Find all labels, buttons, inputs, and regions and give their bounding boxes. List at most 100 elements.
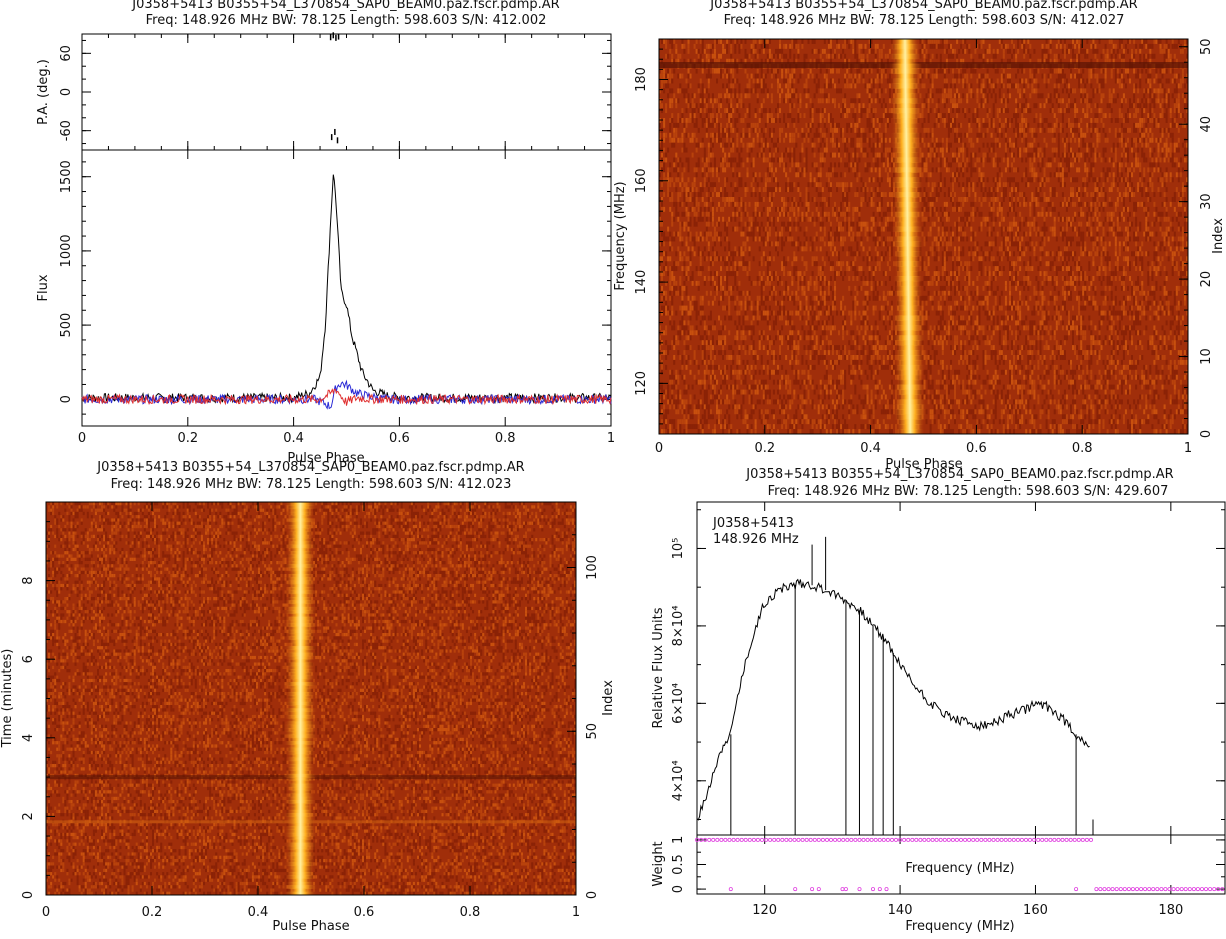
tr-noise-cell (663, 167, 665, 172)
tr-noise-cell (1064, 143, 1066, 148)
tr-noise-cell (956, 128, 958, 133)
tr-noise-cell (1027, 108, 1029, 113)
tr-noise-cell (671, 74, 673, 79)
tr-noise-cell (846, 212, 848, 217)
tr-noise-cell (1162, 49, 1164, 54)
tr-noise-cell (1072, 103, 1074, 108)
tr-noise-cell (722, 128, 724, 133)
tr-noise-cell (1058, 74, 1060, 79)
tr-noise-cell (818, 177, 820, 182)
tr-noise-cell (950, 197, 952, 202)
tr-noise-cell (789, 108, 791, 113)
tr-noise-cell (846, 83, 848, 88)
tr-noise-cell (1052, 202, 1054, 207)
tr-noise-cell (1033, 128, 1035, 133)
tr-noise-cell (1160, 222, 1162, 227)
tr-noise-cell (968, 182, 970, 187)
tr-noise-cell (962, 143, 964, 148)
tr-noise-cell (1058, 79, 1060, 84)
tr-noise-cell (1072, 227, 1074, 232)
tr-noise-cell (1096, 182, 1098, 187)
tr-noise-cell (856, 187, 858, 192)
tr-noise-cell (728, 153, 730, 158)
tr-noise-cell (732, 108, 734, 113)
tr-noise-cell (1147, 237, 1149, 242)
tr-noise-cell (944, 202, 946, 207)
tr-noise-cell (879, 182, 881, 187)
tr-noise-cell (1182, 69, 1184, 74)
tr-noise-cell (842, 192, 844, 197)
tr-noise-cell (799, 172, 801, 177)
tr-noise-cell (1064, 74, 1066, 79)
tr-noise-cell (806, 153, 808, 158)
tr-noise-cell (950, 93, 952, 98)
tr-noise-cell (828, 197, 830, 202)
tr-noise-cell (686, 187, 688, 192)
tr-noise-cell (1025, 182, 1027, 187)
tr-noise-cell (1094, 158, 1096, 163)
tr-noise-cell (791, 158, 793, 163)
tr-noise-cell (944, 162, 946, 167)
tr-noise-cell (714, 98, 716, 103)
tl-prof-x-tick-label: 1 (607, 431, 615, 446)
tr-noise-cell (846, 148, 848, 153)
tr-noise-cell (946, 148, 948, 153)
tr-noise-cell (860, 237, 862, 242)
tr-noise-cell (1054, 133, 1056, 138)
tr-noise-cell (1017, 167, 1019, 172)
tr-noise-cell (936, 138, 938, 143)
tr-noise-cell (1082, 98, 1084, 103)
tr-noise-cell (976, 113, 978, 118)
tr-noise-cell (712, 202, 714, 207)
tr-noise-cell (962, 202, 964, 207)
tr-noise-cell (952, 232, 954, 237)
tr-noise-cell (1042, 237, 1044, 242)
tr-noise-cell (767, 207, 769, 212)
tr-noise-cell (840, 113, 842, 118)
tr-noise-cell (734, 118, 736, 123)
tr-noise-cell (692, 98, 694, 103)
tr-noise-cell (767, 39, 769, 44)
tr-noise-cell (1084, 93, 1086, 98)
tr-noise-cell (952, 207, 954, 212)
tr-noise-cell (702, 49, 704, 54)
tr-noise-cell (873, 79, 875, 84)
tr-noise-cell (779, 54, 781, 59)
tr-noise-cell (1127, 167, 1129, 172)
tr-noise-cell (736, 128, 738, 133)
tr-noise-cell (708, 232, 710, 237)
tr-noise-cell (696, 143, 698, 148)
tr-noise-cell (828, 241, 830, 246)
tr-noise-cell (1099, 187, 1101, 192)
tr-noise-cell (1145, 237, 1147, 242)
tr-noise-cell (854, 237, 856, 242)
tr-noise-cell (869, 232, 871, 237)
tr-noise-cell (844, 197, 846, 202)
tr-noise-cell (938, 237, 940, 242)
tr-noise-cell (1135, 232, 1137, 237)
tr-noise-cell (934, 69, 936, 74)
tr-noise-cell (1123, 118, 1125, 123)
tr-noise-cell (936, 54, 938, 59)
tr-noise-cell (1135, 113, 1137, 118)
tr-noise-cell (1125, 118, 1127, 123)
tr-noise-cell (1080, 232, 1082, 237)
tr-noise-cell (722, 44, 724, 49)
tr-noise-cell (1121, 54, 1123, 59)
tr-noise-cell (956, 108, 958, 113)
tr-noise-cell (846, 123, 848, 128)
tr-noise-cell (875, 49, 877, 54)
tr-noise-cell (991, 148, 993, 153)
tr-noise-cell (1044, 128, 1046, 133)
tr-noise-cell (875, 162, 877, 167)
tr-noise-cell (877, 133, 879, 138)
tr-noise-cell (1119, 227, 1121, 232)
tr-noise-cell (765, 128, 767, 133)
tr-noise-cell (919, 74, 921, 79)
tr-noise-cell (1078, 202, 1080, 207)
tr-noise-cell (1072, 123, 1074, 128)
tr-noise-cell (1021, 118, 1023, 123)
tr-noise-cell (755, 207, 757, 212)
tr-noise-cell (710, 138, 712, 143)
